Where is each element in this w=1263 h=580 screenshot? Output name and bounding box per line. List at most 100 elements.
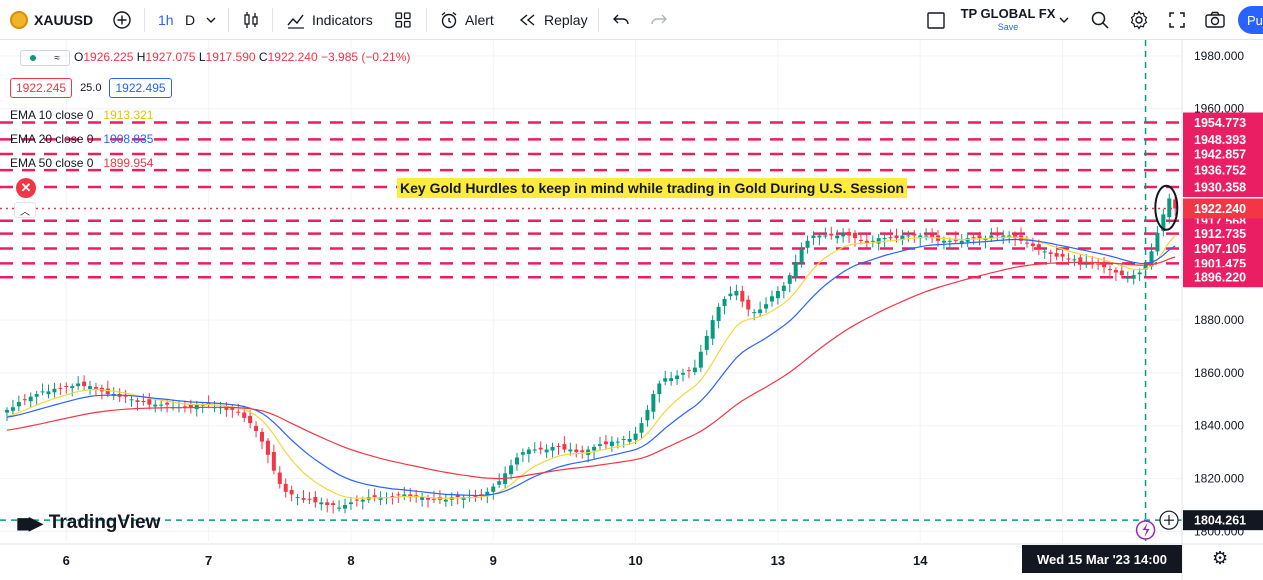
candle [746,299,751,310]
candle [580,450,585,453]
candle [259,431,264,442]
x-tick-label: 7 [205,553,212,568]
support-resistance-levels [0,121,1182,279]
undo-button[interactable] [612,0,630,40]
candle [5,409,9,413]
snapshot-button[interactable] [1204,0,1226,40]
redo-button[interactable] [650,0,668,40]
grid [0,40,1182,542]
quote-row: 1922.245 25.0 1922.495 [10,78,172,98]
candle [307,498,312,500]
candle [864,240,869,244]
candle [1113,269,1118,273]
candle [752,312,757,314]
highlight-ellipse [1154,184,1179,231]
ema-50-legend[interactable]: EMA 50 close 0 1899.954 [10,156,153,170]
replay-label: Replay [544,12,588,28]
symbol-search-button[interactable]: XAUUSD [10,0,93,40]
candle [1107,269,1112,271]
candle [758,309,763,314]
remove-indicators-button[interactable]: ✕ [16,178,36,198]
y-tick-label: 1860.000 [1194,366,1244,380]
indicators-icon [286,10,306,30]
square-icon [926,10,946,30]
level-price-tag [1183,177,1263,198]
y-tick-label: 1960.000 [1194,102,1244,116]
candle [277,472,282,484]
candle [977,235,982,239]
candle [254,425,259,432]
layout-name[interactable]: TP GLOBAL FX Save [958,6,1058,32]
candle [461,497,466,500]
candle [194,404,199,410]
save-label: Save [997,22,1019,32]
candle [544,449,549,453]
chevron-down-icon [205,14,217,26]
candle [556,445,561,447]
candle [22,399,27,401]
market-status-pill[interactable]: ≈ [20,50,70,66]
layout-select-checkbox[interactable] [926,0,946,40]
templates-button[interactable] [393,0,413,40]
candle [443,499,448,502]
search-button[interactable] [1090,0,1110,40]
high-value: 1927.075 [145,50,196,64]
candle [532,449,537,451]
candle [1143,264,1148,270]
alert-label: Alert [465,12,494,28]
candle [799,248,804,263]
candle [82,381,87,387]
candle [894,235,899,239]
candle [924,235,929,237]
candle [574,449,579,453]
chart-annotation[interactable]: Key Gold Hurdles to keep in mind while t… [397,178,908,198]
chart-settings-button[interactable]: ⚙ [1212,548,1228,569]
indicators-button[interactable]: Indicators [286,0,373,40]
level-price-label: 1942.857 [1194,147,1246,161]
candle [930,234,935,239]
candle [876,238,881,244]
candle [870,240,875,242]
candle [396,494,401,496]
collapse-legend-button[interactable]: ︿ [14,202,36,218]
candle [805,240,810,248]
publish-button[interactable]: Pu [1238,6,1263,34]
buy-button[interactable]: 1922.495 [109,78,172,98]
rewind-icon [518,10,538,30]
interval-button[interactable]: 1h [158,0,174,40]
ema-line [6,235,1176,500]
candle [704,335,709,350]
ema-10-label: EMA 10 close 0 [10,108,94,122]
interval-dropdown[interactable] [205,0,217,40]
candle [514,457,519,465]
layout-dropdown[interactable] [1058,0,1070,40]
last-price-label: 1922.240 [1194,202,1246,216]
interval-day-label: D [185,12,196,28]
price-chart[interactable]: 1800.0001820.0001840.0001860.0001880.000… [0,40,1263,580]
candle [1024,242,1029,244]
compare-button[interactable] [112,0,132,40]
interval-day-button[interactable]: D [185,0,195,40]
candle [319,502,324,505]
fullscreen-button[interactable] [1167,0,1187,40]
candle [995,233,1000,236]
close-value: 1922.240 [267,50,318,64]
candle [295,497,300,499]
candle [46,391,51,395]
replay-button[interactable]: Replay [518,0,588,40]
alert-button[interactable]: Alert [439,0,494,40]
candle [129,399,134,401]
candle [1060,253,1065,257]
ema-20-legend[interactable]: EMA 20 close 0 1908.835 [10,132,153,146]
candle [1048,252,1053,255]
tradingview-logo-text: TradingView [48,512,161,533]
level-price-label: 1936.752 [1194,164,1246,178]
candle [959,240,964,244]
candle [52,388,57,393]
candle [16,401,21,407]
ema-10-legend[interactable]: EMA 10 close 0 1913.321 [10,108,153,122]
sell-button[interactable]: 1922.245 [10,78,73,98]
chart-type-button[interactable] [241,0,261,40]
settings-button[interactable] [1129,0,1149,40]
candle [390,496,395,498]
